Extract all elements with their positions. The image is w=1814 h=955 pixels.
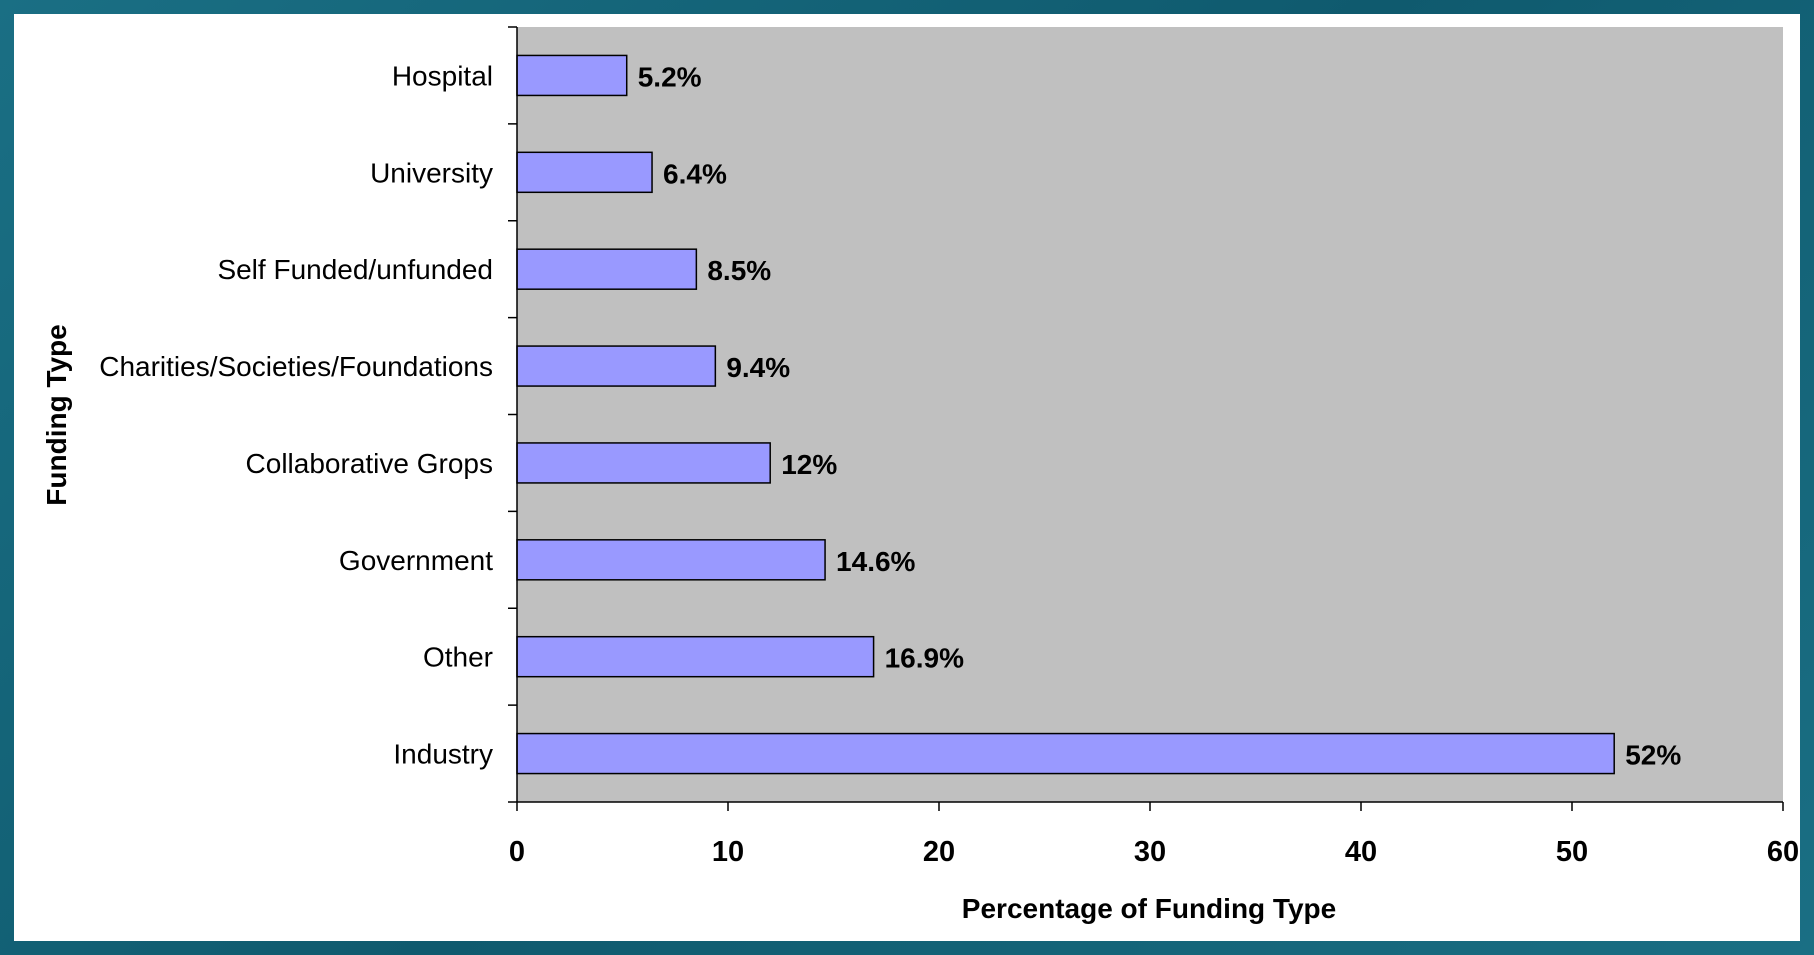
x-axis-title: Percentage of Funding Type	[962, 893, 1336, 924]
bar-value-label: 12%	[781, 449, 837, 480]
category-label: Self Funded/unfunded	[217, 254, 493, 285]
bar	[516, 635, 875, 678]
bars-group	[516, 54, 1615, 775]
category-label: Government	[339, 545, 493, 576]
bar-value-label: 52%	[1625, 740, 1681, 771]
bar	[516, 345, 717, 387]
bar	[516, 442, 771, 484]
category-label: Industry	[393, 739, 493, 770]
bar	[516, 151, 653, 194]
y-axis-title: Funding Type	[41, 324, 72, 505]
x-tick-label: 40	[1345, 836, 1377, 868]
x-tick-labels-group: 0 10 20 30 40 50 60	[509, 836, 1799, 868]
x-tick-label: 30	[1134, 836, 1166, 868]
bar	[516, 248, 698, 290]
bar-value-label: 9.4%	[726, 352, 790, 383]
bar-value-label: 16.9%	[885, 643, 964, 674]
bar	[516, 732, 1615, 775]
bar-value-label: 6.4%	[663, 158, 727, 189]
category-labels-group: Hospital University Self Funded/unfunded Ch…	[99, 60, 493, 769]
category-label: Collaborative Grops	[246, 448, 493, 479]
category-label: Other	[423, 642, 493, 673]
bar	[516, 54, 628, 97]
x-tick-label: 0	[509, 836, 525, 868]
category-label: University	[370, 157, 493, 188]
plot-area	[517, 27, 1783, 802]
bar-value-label: 14.6%	[836, 546, 915, 577]
x-tick-label: 60	[1767, 836, 1799, 868]
x-tick-label: 20	[923, 836, 955, 868]
category-label: Hospital	[392, 60, 493, 91]
bar-value-label: 5.2%	[638, 61, 702, 92]
data-labels-group: 5.2% 6.4% 8.5% 9.4% 12% 14.6% 16.9% 52%	[638, 61, 1682, 770]
bar	[516, 539, 826, 581]
bar-value-label: 8.5%	[707, 255, 771, 286]
axes-group	[508, 26, 1784, 811]
x-tick-label: 50	[1556, 836, 1588, 868]
category-label: Charities/Societies/Foundations	[99, 351, 493, 382]
x-tick-label: 10	[712, 836, 744, 868]
